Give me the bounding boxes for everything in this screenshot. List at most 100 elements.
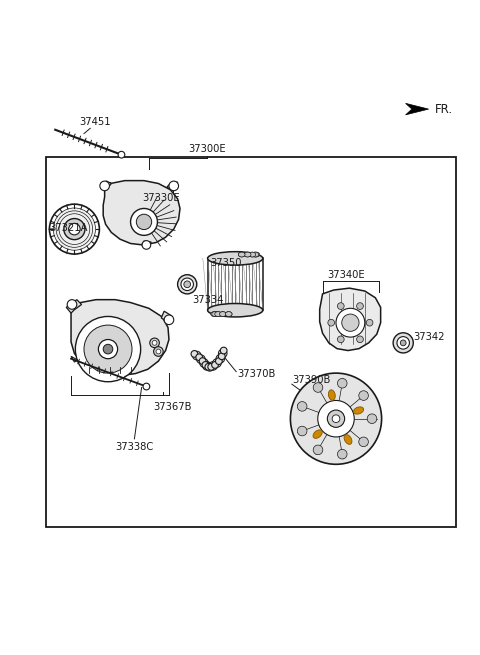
Polygon shape [103, 181, 180, 245]
Ellipse shape [244, 252, 251, 257]
Circle shape [131, 208, 157, 235]
Polygon shape [161, 311, 172, 323]
Ellipse shape [215, 312, 221, 316]
Text: 37321A: 37321A [49, 223, 88, 233]
Circle shape [327, 410, 345, 427]
Polygon shape [66, 299, 82, 313]
Circle shape [208, 364, 215, 370]
Circle shape [357, 336, 363, 343]
Text: 37300E: 37300E [189, 143, 226, 154]
Ellipse shape [253, 252, 260, 257]
Text: 37340E: 37340E [327, 271, 364, 280]
Circle shape [397, 337, 409, 349]
Circle shape [142, 240, 151, 250]
Circle shape [203, 362, 211, 370]
Circle shape [192, 351, 201, 360]
Circle shape [400, 340, 406, 346]
Circle shape [150, 338, 159, 348]
Bar [207, 258, 263, 310]
Ellipse shape [225, 312, 232, 316]
Ellipse shape [212, 312, 218, 316]
Ellipse shape [252, 252, 259, 257]
Text: 37350: 37350 [210, 257, 241, 267]
Text: 37370B: 37370B [238, 369, 276, 379]
Circle shape [67, 299, 77, 309]
Circle shape [332, 415, 340, 422]
Polygon shape [71, 299, 169, 375]
Polygon shape [101, 181, 111, 191]
Circle shape [100, 181, 109, 191]
Ellipse shape [225, 312, 232, 316]
Ellipse shape [244, 252, 251, 257]
Circle shape [313, 445, 323, 455]
Circle shape [118, 151, 125, 158]
Ellipse shape [249, 252, 256, 257]
Circle shape [178, 274, 197, 294]
Text: 37367B: 37367B [154, 402, 192, 412]
Circle shape [359, 391, 368, 400]
Bar [46, 157, 456, 527]
Circle shape [313, 383, 323, 392]
Circle shape [337, 303, 344, 309]
Circle shape [181, 278, 193, 291]
Circle shape [184, 281, 191, 288]
Circle shape [359, 437, 368, 447]
Polygon shape [167, 182, 178, 190]
Circle shape [366, 320, 373, 326]
Circle shape [197, 355, 205, 364]
Text: 37451: 37451 [79, 117, 111, 127]
Circle shape [200, 359, 208, 367]
Ellipse shape [344, 435, 352, 444]
Circle shape [337, 336, 344, 343]
Circle shape [64, 219, 85, 240]
Circle shape [98, 339, 118, 359]
Circle shape [205, 364, 212, 370]
Circle shape [342, 314, 359, 331]
Circle shape [290, 373, 382, 464]
Circle shape [202, 362, 209, 368]
Circle shape [367, 414, 377, 424]
Circle shape [393, 333, 413, 353]
Circle shape [69, 223, 80, 235]
Circle shape [218, 349, 227, 358]
Circle shape [218, 353, 225, 360]
Ellipse shape [207, 252, 263, 265]
Circle shape [53, 208, 96, 250]
Text: FR.: FR. [435, 103, 453, 115]
Ellipse shape [239, 252, 245, 257]
Circle shape [298, 402, 307, 411]
Ellipse shape [328, 390, 335, 400]
Circle shape [213, 359, 221, 367]
Circle shape [357, 303, 363, 309]
Polygon shape [406, 103, 429, 115]
Ellipse shape [219, 312, 226, 316]
Text: 37342: 37342 [413, 332, 445, 342]
Ellipse shape [207, 303, 263, 317]
Circle shape [199, 358, 206, 364]
Circle shape [212, 362, 218, 368]
Ellipse shape [353, 407, 364, 414]
Ellipse shape [313, 430, 322, 438]
Circle shape [156, 349, 161, 354]
Circle shape [298, 426, 307, 436]
Text: 37338C: 37338C [115, 441, 154, 452]
Text: 37334: 37334 [192, 295, 223, 305]
Circle shape [191, 350, 198, 357]
Circle shape [75, 316, 141, 382]
Circle shape [209, 362, 217, 370]
Ellipse shape [249, 252, 256, 257]
Ellipse shape [219, 312, 226, 316]
Text: 37330E: 37330E [142, 193, 180, 202]
Circle shape [143, 383, 150, 390]
Ellipse shape [212, 312, 218, 316]
Circle shape [337, 449, 347, 459]
Circle shape [154, 346, 163, 356]
Circle shape [205, 362, 214, 371]
Circle shape [169, 181, 179, 191]
Circle shape [328, 320, 335, 326]
Circle shape [336, 309, 365, 337]
Polygon shape [320, 288, 381, 350]
Circle shape [103, 345, 113, 354]
Polygon shape [142, 241, 151, 247]
Circle shape [136, 214, 152, 230]
